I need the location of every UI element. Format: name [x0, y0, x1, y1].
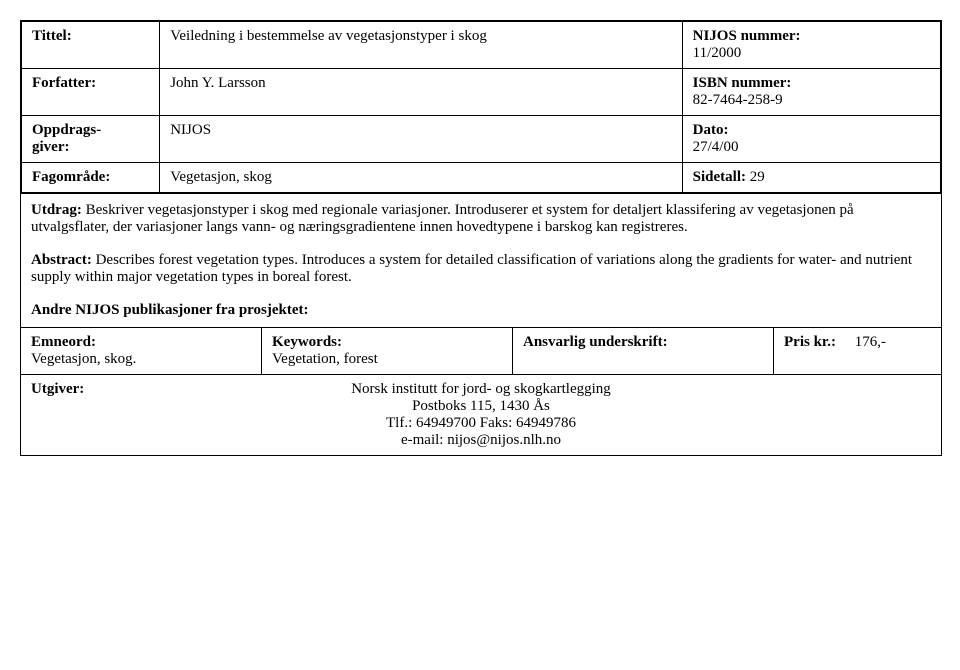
date-value: 27/4/00 [693, 139, 739, 155]
utdrag-label: Utdrag: [31, 202, 82, 218]
nijos-number-cell: NIJOS nummer: 11/2000 [682, 22, 940, 69]
emneord-value: Vegetasjon, skog. [31, 351, 136, 367]
emneord-cell: Emneord: Vegetasjon, skog. [21, 328, 262, 374]
subject-label: Fagområde: [22, 163, 160, 193]
title-value: Veiledning i bestemmelse av vegetasjonst… [160, 22, 682, 69]
title-label: Tittel: [22, 22, 160, 69]
date-label: Dato: [693, 122, 729, 138]
nijos-number-label: NIJOS nummer: [693, 28, 801, 44]
pagecount-label: Sidetall: [693, 169, 746, 185]
publisher-spacer [721, 381, 931, 449]
isbn-label: ISBN nummer: [693, 75, 792, 91]
pagecount-cell: Sidetall: 29 [682, 163, 940, 193]
publisher-label: Utgiver: [31, 381, 241, 449]
utdrag-text: Beskriver vegetasjonstyper i skog med re… [31, 202, 854, 235]
ansvarlig-label: Ansvarlig underskrift: [523, 334, 668, 350]
footer-row: Emneord: Vegetasjon, skog. Keywords: Veg… [21, 327, 941, 374]
row-author: Forfatter: John Y. Larsson ISBN nummer: … [22, 69, 941, 116]
pagecount-value: 29 [750, 169, 765, 185]
client-value: NIJOS [160, 116, 682, 163]
pris-cell: Pris kr.: 176,- [774, 328, 941, 374]
keywords-cell: Keywords: Vegetation, forest [262, 328, 513, 374]
row-subject: Fagområde: Vegetasjon, skog Sidetall: 29 [22, 163, 941, 193]
ansvarlig-cell: Ansvarlig underskrift: [513, 328, 774, 374]
abstract-section: Abstract: Describes forest vegetation ty… [21, 244, 941, 294]
isbn-cell: ISBN nummer: 82-7464-258-9 [682, 69, 940, 116]
abstract-label: Abstract: [31, 252, 92, 268]
client-label: Oppdrags- giver: [22, 116, 160, 163]
author-label: Forfatter: [22, 69, 160, 116]
metadata-card: Tittel: Veiledning i bestemmelse av vege… [20, 20, 942, 456]
publisher-section: Utgiver: Norsk institutt for jord- og sk… [21, 374, 941, 455]
utdrag-section: Utdrag: Beskriver vegetasjonstyper i sko… [21, 193, 941, 244]
pris-label: Pris kr.: [784, 334, 836, 350]
row-client: Oppdrags- giver: NIJOS Dato: 27/4/00 [22, 116, 941, 163]
pris-value: 176,- [855, 334, 886, 350]
publisher-line1: Norsk institutt for jord- og skogkartleg… [241, 381, 721, 398]
keywords-value: Vegetation, forest [272, 351, 378, 367]
publisher-body: Norsk institutt for jord- og skogkartleg… [241, 381, 721, 449]
publisher-line3: Tlf.: 64949700 Faks: 64949786 [241, 415, 721, 432]
isbn-value: 82-7464-258-9 [693, 92, 783, 108]
publisher-line4: e-mail: nijos@nijos.nlh.no [241, 432, 721, 449]
author-value: John Y. Larsson [160, 69, 682, 116]
other-pubs-label: Andre NIJOS publikasjoner fra prosjektet… [31, 302, 309, 318]
nijos-number-value: 11/2000 [693, 45, 742, 61]
metadata-table: Tittel: Veiledning i bestemmelse av vege… [21, 21, 941, 193]
abstract-text: Describes forest vegetation types. Intro… [31, 252, 912, 285]
publisher-line2: Postboks 115, 1430 Ås [241, 398, 721, 415]
row-title: Tittel: Veiledning i bestemmelse av vege… [22, 22, 941, 69]
other-pubs-section: Andre NIJOS publikasjoner fra prosjektet… [21, 294, 941, 327]
keywords-label: Keywords: [272, 334, 342, 350]
date-cell: Dato: 27/4/00 [682, 116, 940, 163]
emneord-label: Emneord: [31, 334, 96, 350]
subject-value: Vegetasjon, skog [160, 163, 682, 193]
